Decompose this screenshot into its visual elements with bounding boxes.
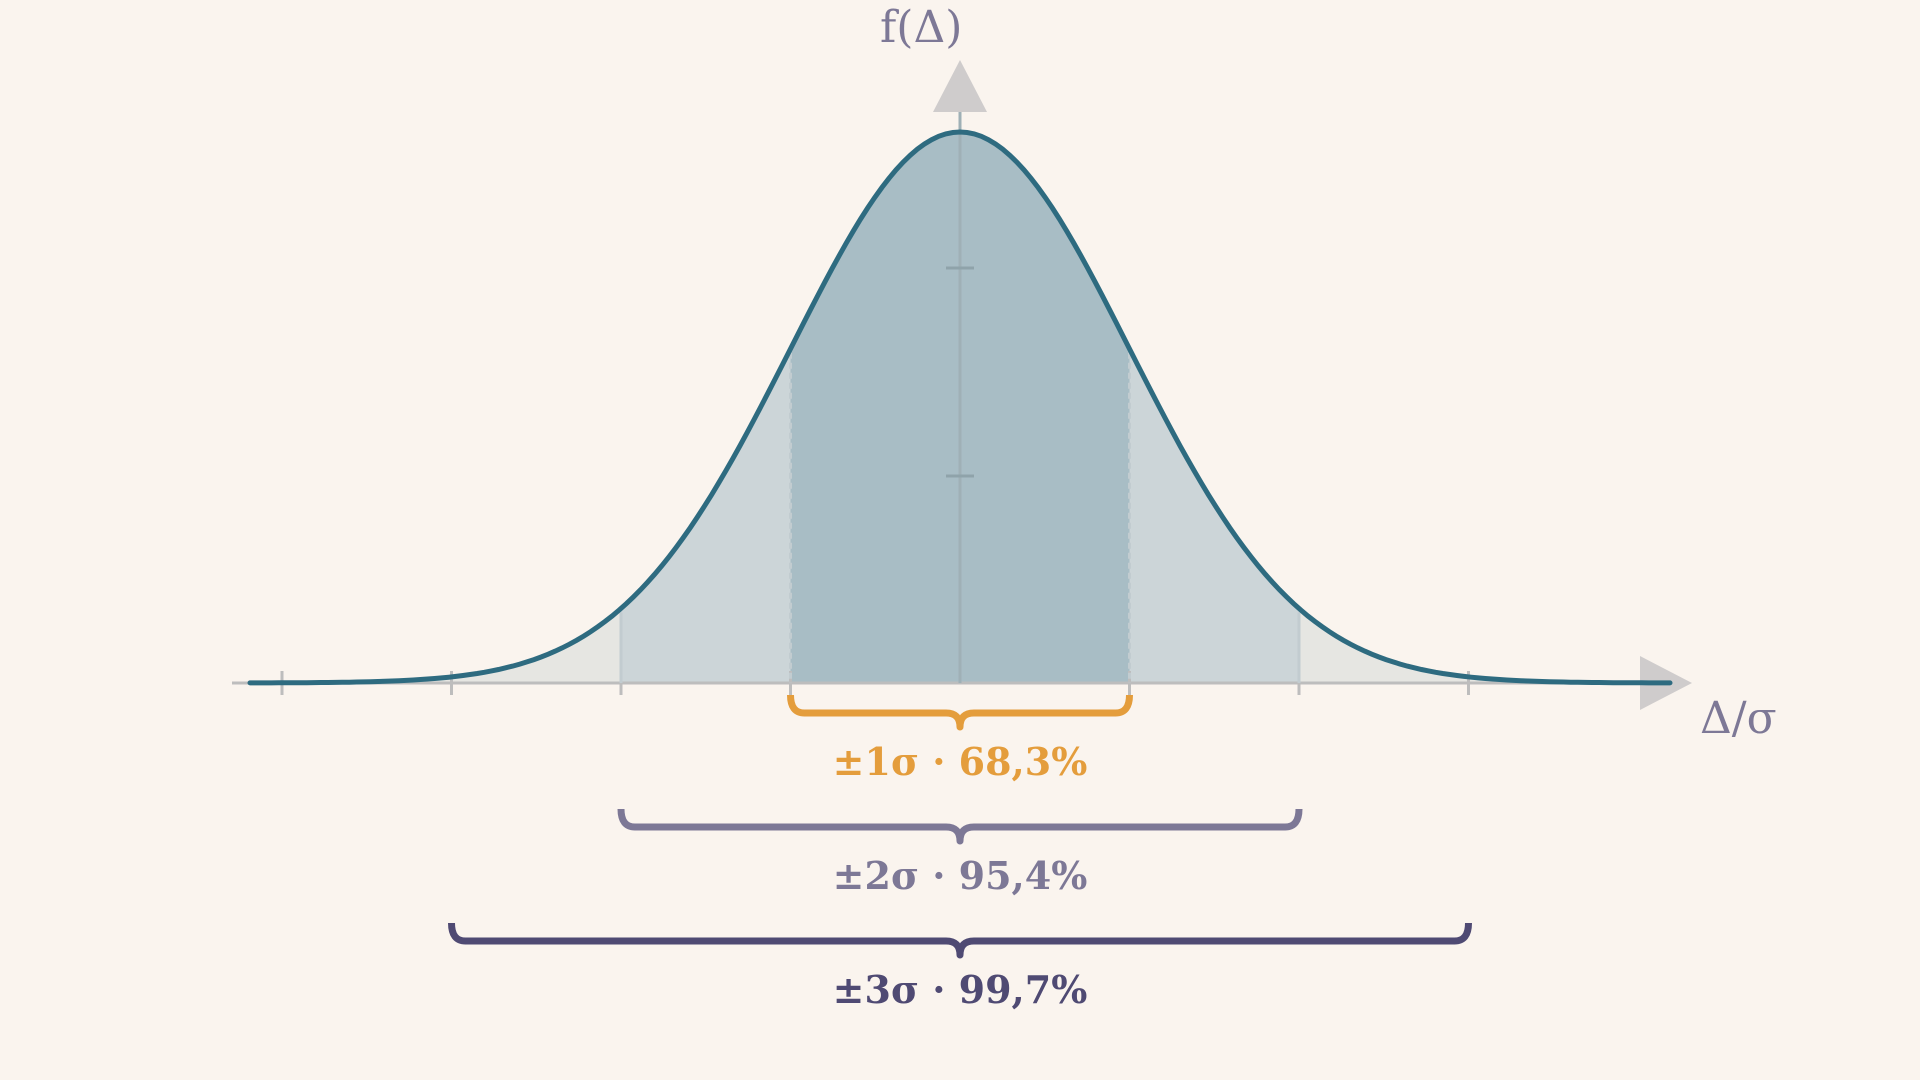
interval-label-1sigma: ±1σ · 68,3% xyxy=(833,739,1088,784)
brace-2sigma xyxy=(617,808,1303,845)
y-axis-arrow-icon xyxy=(933,60,987,112)
brace-3sigma xyxy=(448,922,1472,959)
y-axis-label: f(Δ) xyxy=(880,2,962,53)
interval-braces xyxy=(448,694,1472,959)
interval-label-2sigma: ±2σ · 95,4% xyxy=(833,853,1088,898)
brace-1sigma xyxy=(787,694,1133,731)
x-axis-label: Δ/σ xyxy=(1700,693,1777,744)
y-axis-ticks xyxy=(946,266,974,478)
interval-label-3sigma: ±3σ · 99,7% xyxy=(833,967,1088,1012)
sigma-boundary-lines xyxy=(619,352,1301,683)
density-curve xyxy=(247,129,1673,686)
